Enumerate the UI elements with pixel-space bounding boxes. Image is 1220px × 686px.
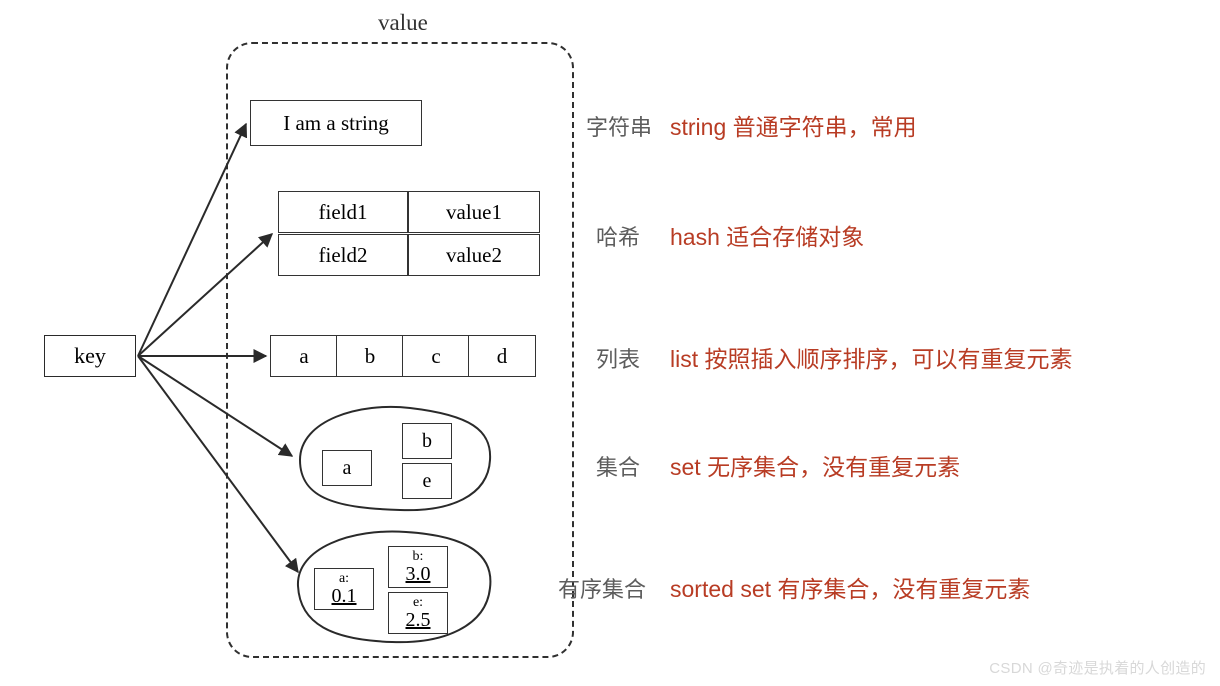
list-cell-1-text: b: [365, 344, 376, 369]
list-cell-2: c: [402, 335, 470, 377]
hash-value1-text: value1: [446, 200, 502, 225]
zset-e-score: 2.5: [406, 610, 431, 630]
desc-hash: hash 适合存储对象: [670, 218, 864, 252]
set-item-e: e: [402, 463, 452, 499]
string-text: I am a string: [283, 111, 389, 136]
list-cell-3: d: [468, 335, 536, 377]
zset-item-b: b: 3.0: [388, 546, 448, 588]
set-item-a-text: a: [343, 457, 352, 480]
key-box: key: [44, 335, 136, 377]
hash-field1-text: field1: [319, 200, 368, 225]
cn-label-hash: 哈希: [596, 220, 640, 252]
string-box: I am a string: [250, 100, 422, 146]
cn-label-set: 集合: [596, 450, 640, 482]
cn-label-string: 字符串: [586, 110, 652, 142]
desc-list: list 按照插入顺序排序，可以有重复元素: [670, 340, 1073, 374]
value-header: value: [378, 10, 428, 36]
hash-field1: field1: [278, 191, 408, 233]
key-label: key: [74, 343, 106, 369]
hash-field2: field2: [278, 234, 408, 276]
hash-value1: value1: [408, 191, 540, 233]
zset-a-member: a:: [339, 572, 349, 586]
hash-value2: value2: [408, 234, 540, 276]
set-item-a: a: [322, 450, 372, 486]
desc-set: set 无序集合，没有重复元素: [670, 448, 960, 482]
list-cell-0-text: a: [299, 344, 308, 369]
zset-b-score: 3.0: [406, 564, 431, 584]
desc-string: string 普通字符串，常用: [670, 108, 917, 142]
set-item-e-text: e: [423, 470, 432, 493]
hash-value2-text: value2: [446, 243, 502, 268]
list-cell-3-text: d: [497, 344, 508, 369]
hash-field2-text: field2: [319, 243, 368, 268]
zset-item-a: a: 0.1: [314, 568, 374, 610]
desc-zset: sorted set 有序集合，没有重复元素: [670, 570, 1030, 604]
watermark: CSDN @奇迹是执着的人创造的: [989, 657, 1206, 678]
list-cell-0: a: [270, 335, 338, 377]
cn-label-zset: 有序集合: [558, 572, 646, 604]
zset-a-score: 0.1: [332, 586, 357, 606]
list-cell-1: b: [336, 335, 404, 377]
zset-item-e: e: 2.5: [388, 592, 448, 634]
cn-label-list: 列表: [596, 342, 640, 374]
zset-e-member: e:: [413, 596, 423, 610]
zset-b-member: b:: [413, 550, 424, 564]
list-cell-2-text: c: [431, 344, 440, 369]
set-item-b: b: [402, 423, 452, 459]
set-item-b-text: b: [422, 430, 432, 453]
